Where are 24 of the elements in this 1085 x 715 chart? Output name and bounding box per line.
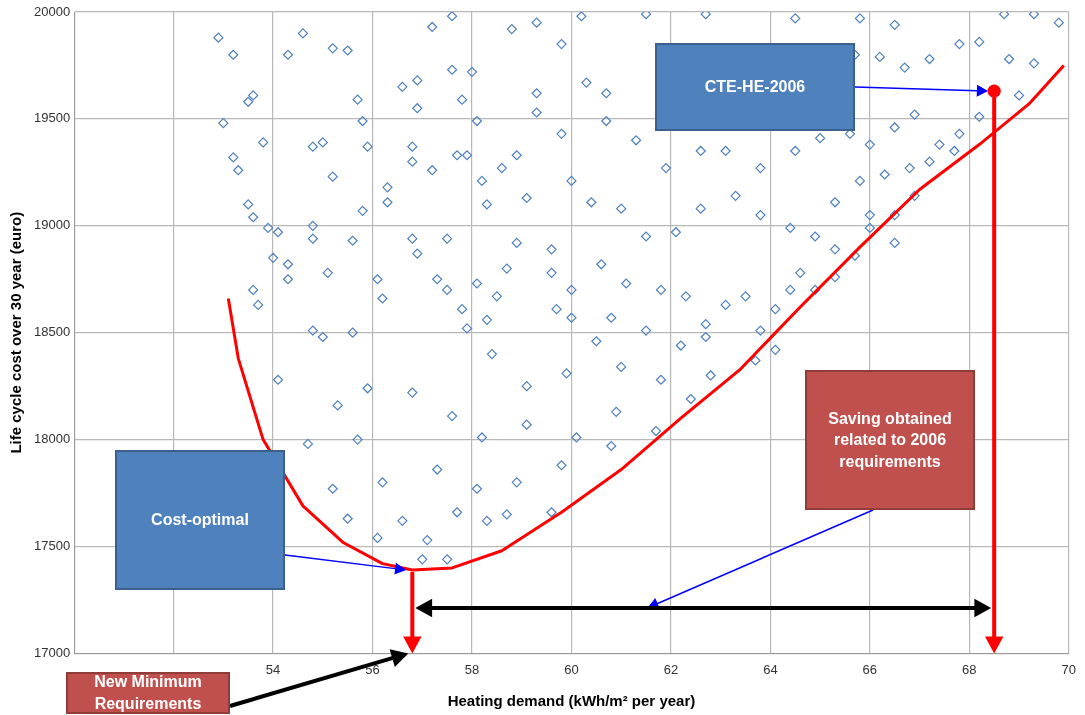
y-tick-label: 19500 (33, 110, 71, 126)
callout-box: Cost-optimal (115, 450, 285, 590)
y-tick-label: 20000 (33, 3, 71, 19)
x-tick-label: 60 (564, 661, 579, 677)
callout-box: New Minimum Requirements (66, 672, 230, 714)
x-tick-label: 58 (464, 661, 480, 677)
x-tick-label: 64 (763, 661, 778, 677)
annotation: Saving obtained related to 2006 requirements (827, 408, 953, 472)
y-tick-label: 19000 (33, 217, 71, 233)
y-tick-label: 18000 (33, 431, 71, 447)
annotation: Cost-optimal (151, 510, 249, 531)
annotation: CTE-HE-2006 (704, 77, 806, 98)
callout-box: CTE-HE-2006 (655, 43, 855, 131)
x-tick-label: 68 (962, 661, 977, 677)
x-tick-label: 66 (862, 661, 878, 677)
y-tick-label: 17500 (33, 538, 71, 554)
y-tick-label: 17000 (33, 644, 71, 660)
x-tick-label: 70 (1061, 661, 1076, 677)
x-axis-title: Heating demand (kWh/m² per year) (447, 692, 696, 710)
y-tick-label: 18500 (33, 324, 71, 340)
x-tick-label: 62 (663, 661, 679, 677)
callout-box: Saving obtained related to 2006 requirements (805, 370, 975, 510)
y-axis-title: Life cycle cost over 30 year (euro) (7, 211, 25, 454)
x-tick-label: 54 (265, 661, 281, 677)
